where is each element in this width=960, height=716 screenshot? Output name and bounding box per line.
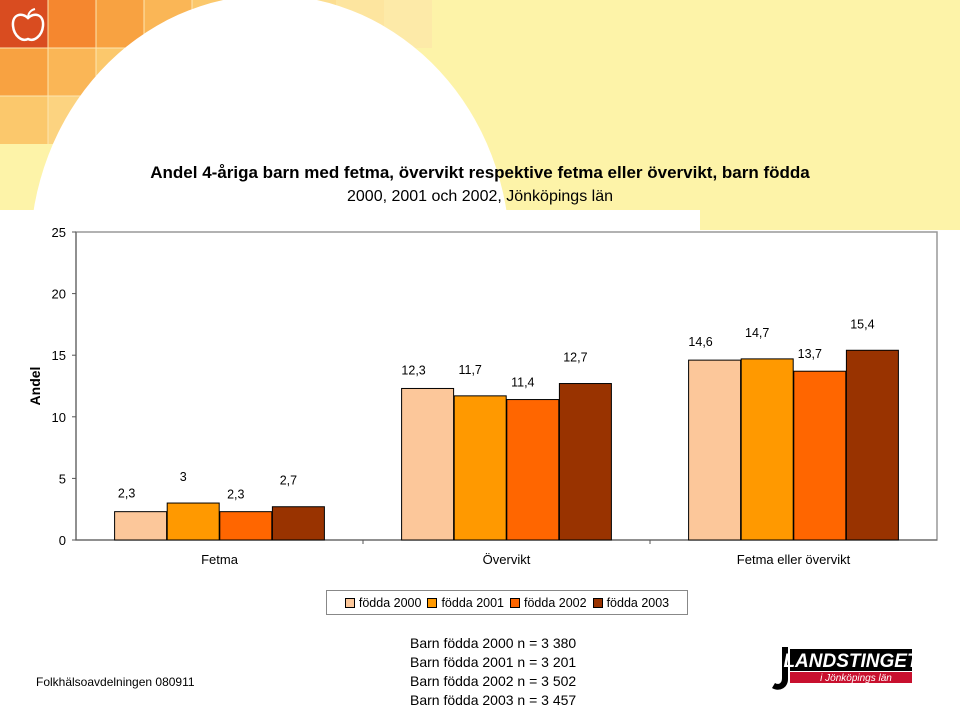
legend-swatch — [510, 597, 520, 608]
y-tick-label: 25 — [52, 225, 66, 240]
note-line: Barn födda 2003 n = 3 457 — [410, 692, 577, 708]
landstinget-logo: LANDSTINGET i Jönköpings län — [772, 647, 914, 690]
legend-label: födda 2001 — [441, 595, 504, 610]
y-axis-label: Andel — [27, 367, 43, 406]
data-label: 2,3 — [118, 487, 135, 501]
data-label: 12,7 — [563, 351, 587, 365]
note-line: Barn födda 2000 n = 3 380 — [410, 635, 577, 651]
y-tick-label: 10 — [52, 410, 66, 425]
legend-item: födda 2002 — [510, 596, 587, 610]
data-label: 11,4 — [511, 376, 534, 390]
note-line: Barn födda 2001 n = 3 201 — [410, 654, 577, 670]
note-line: Barn födda 2002 n = 3 502 — [410, 673, 577, 689]
bar — [219, 511, 273, 541]
bar — [558, 383, 612, 541]
sample-size-notes: Barn födda 2000 n = 3 380 Barn födda 200… — [410, 634, 576, 710]
legend-swatch — [427, 597, 438, 608]
legend-swatch — [592, 597, 603, 608]
legend-label: födda 2002 — [524, 595, 587, 610]
legend-item: födda 2001 — [427, 596, 504, 610]
bar — [166, 502, 220, 541]
bar — [453, 395, 507, 541]
data-label: 15,4 — [850, 317, 874, 331]
y-tick-label: 5 — [59, 471, 66, 486]
legend-item: födda 2000 — [344, 595, 422, 610]
data-label: 3 — [180, 470, 187, 484]
legend-label: födda 2003 — [606, 595, 670, 610]
x-tick-label: Fetma — [201, 552, 239, 567]
bar — [793, 370, 847, 541]
bar — [271, 506, 325, 541]
bar — [688, 359, 742, 541]
data-label: 2,3 — [227, 488, 244, 502]
bar — [506, 399, 560, 541]
data-label: 11,7 — [458, 363, 481, 377]
logo-subline: i Jönköpings län — [820, 673, 892, 684]
y-tick-label: 20 — [52, 287, 66, 302]
bar — [114, 511, 168, 541]
footer-department: Folkhälsoavdelningen 080911 — [36, 675, 195, 689]
y-tick-label: 15 — [52, 348, 66, 363]
legend-label: födda 2000 — [358, 595, 422, 610]
data-label: 12,3 — [401, 363, 425, 377]
chart-subtitle: 2000, 2001 och 2002, Jönköpings län — [347, 188, 613, 205]
bar — [740, 358, 794, 541]
bar — [845, 349, 899, 541]
data-label: 13,7 — [798, 347, 822, 361]
legend-item: födda 2003 — [592, 595, 670, 610]
data-label: 14,7 — [745, 326, 769, 340]
chart-legend: födda 2000 födda 2001 födda 2002 födda 2003 — [326, 590, 688, 615]
data-label: 14,6 — [688, 335, 712, 349]
bar — [401, 387, 455, 541]
x-tick-label: Övervikt — [483, 552, 531, 567]
logo-wordmark: LANDSTINGET — [783, 651, 914, 672]
x-tick-label: Fetma eller övervikt — [737, 552, 851, 567]
y-tick-label: 0 — [59, 533, 66, 548]
apple-logo — [11, 8, 45, 41]
data-label: 2,7 — [280, 474, 297, 488]
chart-title: Andel 4-åriga barn med fetma, övervikt r… — [150, 163, 810, 182]
legend-swatch — [344, 597, 355, 608]
